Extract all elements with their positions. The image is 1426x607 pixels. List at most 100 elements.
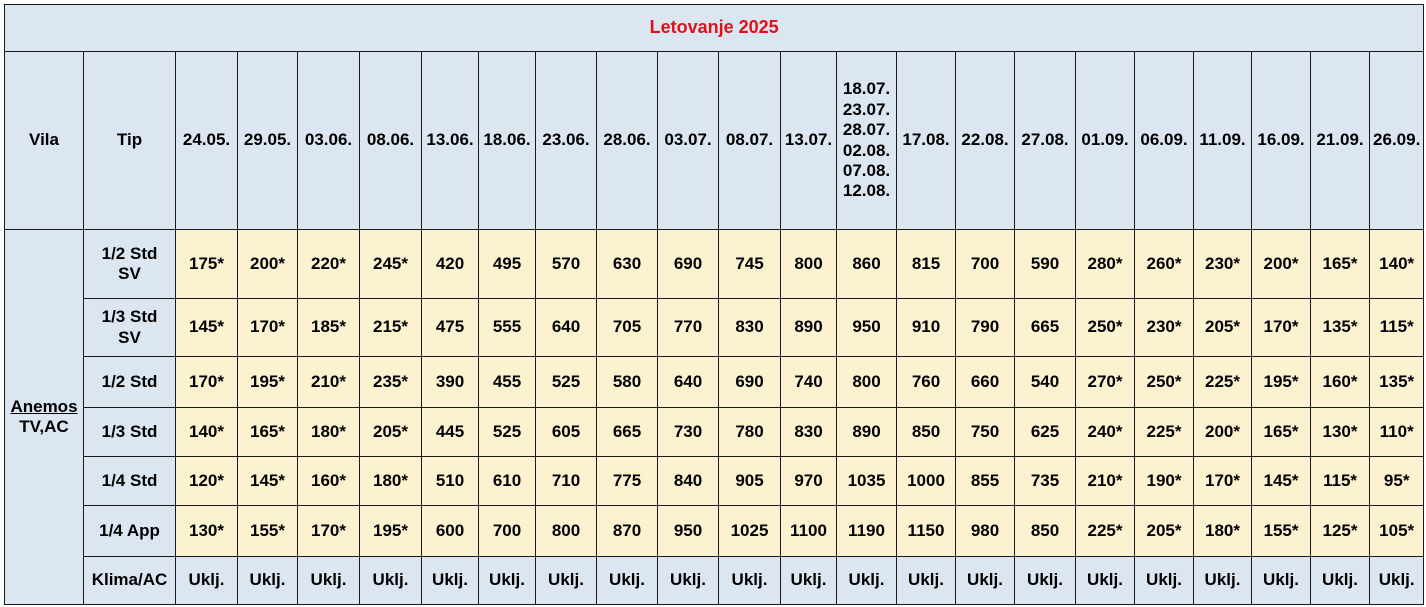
price-cell: 220* [297,229,360,299]
header-date: 29.05. [237,51,298,230]
price-cell: 860 [836,229,897,299]
price-cell: 145* [237,456,298,507]
price-cell: 230* [1193,229,1252,299]
header-date: 08.06. [359,51,422,230]
price-cell: 135* [1310,297,1370,358]
room-type-line: 1/2 Std [101,371,158,391]
room-type-line: 1/4 App [99,520,160,540]
price-cell: Uklj. [1134,555,1194,606]
room-type-line: 1/4 Std [101,470,158,490]
price-cell: 780 [718,406,781,458]
room-type-cell: Klima/AC [83,555,176,606]
price-cell: 700 [478,505,536,557]
price-cell: 135* [1368,356,1425,408]
price-cell: 180* [297,406,360,458]
header-date: 17.08. [896,51,956,230]
header-date: 01.09. [1075,51,1135,230]
price-cell: 140* [1368,229,1425,299]
price-cell: 280* [1075,229,1135,299]
header-date-line: 26.09. [1373,130,1421,150]
header-date-line: 27.08. [1021,130,1069,150]
price-cell: Uklj. [478,555,536,606]
header-date-line: 17.08. [902,130,950,150]
price-cell: 630 [596,229,658,299]
price-cell: 195* [359,505,422,557]
room-type-cell: 1/3 Std [83,406,176,458]
price-cell: 730 [657,406,719,458]
header-villa: Vila [4,51,84,230]
price-cell: 170* [297,505,360,557]
header-date-line: 22.08. [961,130,1009,150]
price-cell: 125* [1310,505,1370,557]
price-cell: 970 [780,456,837,507]
price-cell: Uklj. [718,555,781,606]
price-cell: 120* [175,456,238,507]
price-cell: 390 [421,356,479,408]
price-cell: 590 [1014,229,1076,299]
price-cell: 205* [1193,297,1252,358]
price-cell: 250* [1075,297,1135,358]
price-cell: Uklj. [421,555,479,606]
price-cell: 115* [1368,297,1425,358]
price-cell: Uklj. [535,555,597,606]
price-cell: 760 [896,356,956,408]
price-cell: 205* [1134,505,1194,557]
price-cell: 245* [359,229,422,299]
price-cell: 745 [718,229,781,299]
price-cell: 710 [535,456,597,507]
price-cell: 770 [657,297,719,358]
price-cell: 130* [1310,406,1370,458]
price-cell: 155* [1251,505,1311,557]
price-cell: 950 [836,297,897,358]
price-cell: 840 [657,456,719,507]
price-cell: 690 [657,229,719,299]
price-cell: 850 [1014,505,1076,557]
price-cell: 175* [175,229,238,299]
room-type-line: 1/2 Std [101,243,158,263]
price-cell: 890 [780,297,837,358]
price-cell: Uklj. [1310,555,1370,606]
header-date-line: 13.07. [784,130,833,150]
price-cell: 160* [297,456,360,507]
price-cell: 165* [237,406,298,458]
price-cell: 640 [535,297,597,358]
price-cell: 200* [1251,229,1311,299]
price-cell: 225* [1134,406,1194,458]
header-date-line: 01.09. [1081,130,1129,150]
price-cell: Uklj. [1075,555,1135,606]
price-cell: 210* [297,356,360,408]
table-row: Klima/AC Uklj. Uklj. Uklj. Uklj. Uklj. Uklj. Uk… [5,555,1425,606]
price-cell: 830 [718,297,781,358]
price-cell: 800 [535,505,597,557]
price-cell: 205* [359,406,422,458]
price-cell: 140* [175,406,238,458]
price-cell: Uklj. [780,555,837,606]
price-cell: 1025 [718,505,781,557]
price-cell: 815 [896,229,956,299]
price-cell: 195* [237,356,298,408]
room-type-line: 1/3 Std [101,421,158,441]
price-cell: 580 [596,356,658,408]
header-date: 24.05. [175,51,238,230]
price-cell: 850 [896,406,956,458]
price-cell: 610 [478,456,536,507]
price-cell: Uklj. [237,555,298,606]
header-date-line: 02.08. [842,140,891,160]
header-date-line: 24.05. [182,130,231,150]
header-date-line: 23.06. [542,130,590,150]
header-date: 06.09. [1134,51,1194,230]
price-cell: 105* [1368,505,1425,557]
header-type: Tip [83,51,176,230]
header-date-line: 11.09. [1199,130,1246,150]
table-row: 1/3 Std SV 145* 170* 185* 215* 475 555 640 705 770… [5,297,1425,358]
price-cell: 270* [1075,356,1135,408]
villa-name[interactable]: Anemos [10,396,78,416]
price-cell: 605 [535,406,597,458]
header-date: 16.09. [1251,51,1311,230]
header-date: 21.09. [1310,51,1370,230]
price-cell: 1190 [836,505,897,557]
header-date-line: 16.09. [1257,130,1305,150]
price-cell: 910 [896,297,956,358]
price-cell: 830 [780,406,837,458]
price-cell: 200* [237,229,298,299]
